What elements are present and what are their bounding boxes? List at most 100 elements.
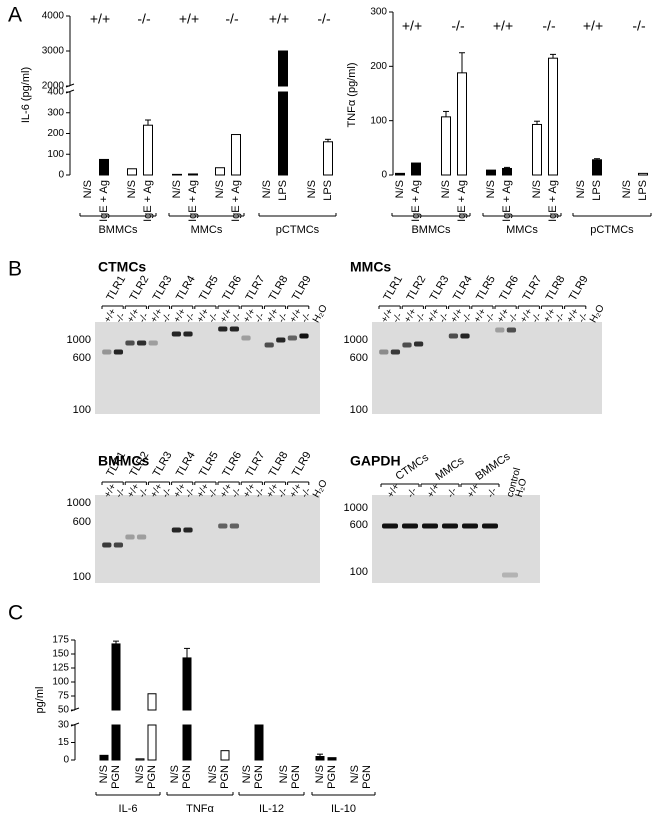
gel-image [372,495,540,583]
x-tick-label: PGN [253,765,265,789]
bar [315,756,325,761]
size-marker: 100 [73,404,91,416]
x-tick-label: IgE + Ag [501,180,513,222]
bar [254,724,264,761]
gel-title: BMMCs [98,453,150,469]
x-tick-label: N/S [440,180,452,198]
gel-band [171,527,182,533]
lane-label: H₂O [588,303,607,325]
gel-title: MMCs [350,259,391,275]
gel-band [422,523,438,529]
x-tick-label: LPS [322,180,334,201]
gel-band [229,326,240,332]
panel-label: A [8,4,22,27]
gel-band [148,340,158,346]
y-tick-label: 200 [47,128,64,139]
x-tick-label: PGN [219,765,231,789]
panel-label: C [8,602,23,625]
gel-band [506,327,517,333]
gel-band [402,523,418,529]
size-marker: 1000 [67,497,91,509]
gel-band [136,340,147,346]
gel-band [125,534,135,540]
x-tick-label: N/S [621,180,633,198]
gel-band [495,327,505,333]
bar [143,124,153,176]
gel-band [448,333,459,339]
size-marker: 1000 [67,334,91,346]
lane-group-label: BMMCs [474,450,513,483]
gel-band [390,349,401,355]
gel-band [218,326,228,332]
group-label: BMMCs [98,224,138,236]
y-tick-label: 100 [47,149,64,160]
y-tick-label: 100 [370,115,387,126]
gel-title: CTMCs [98,259,146,275]
size-marker: 600 [73,352,91,364]
lane-group-label: TLR6 [497,274,521,303]
x-tick-label: IgE + Ag [98,180,110,222]
group-label: BMMCs [411,224,451,236]
x-tick-label: N/S [171,180,183,198]
lane-label: H₂O [514,477,530,498]
gel-title: GAPDH [350,453,401,469]
lane-group-label: TLR2 [128,274,152,303]
genotype-label: +/+ [179,11,199,27]
y-tick-label: 15 [58,737,70,748]
x-tick-label: IgE + Ag [230,180,242,222]
size-marker: 600 [350,519,368,531]
lane-group-label: TLR1 [381,274,405,303]
bar [99,754,109,761]
bar [532,123,542,176]
gel-image [95,495,320,583]
y-tick-label: 30 [58,720,70,731]
bar [457,72,467,176]
genotype-label: +/+ [402,18,422,34]
x-tick-label: IgE + Ag [410,180,422,222]
gel-band [402,342,412,348]
lane-group-label: MMCs [434,454,467,482]
panel-label: B [8,258,22,281]
gel-image [95,322,320,414]
gel-band [102,542,112,548]
x-tick-label: N/S [314,765,326,783]
lane-group-label: TLR8 [267,274,291,303]
gel-band [276,337,286,343]
group-label: MMCs [506,224,538,236]
y-tick-label: 75 [58,691,70,702]
gel-band [241,335,251,341]
x-tick-label: N/S [134,765,146,783]
y-tick-label: 0 [63,755,69,766]
x-tick-label: N/S [485,180,497,198]
bar [215,167,225,176]
gel-band [413,341,424,347]
y-tick-label: 100 [52,677,69,688]
lane-group-label: TLR4 [174,274,198,303]
lane-group-label: TLR7 [244,274,268,303]
gel-band [229,523,240,529]
x-tick-label: N/S [306,180,318,198]
x-tick-label: N/S [98,765,110,783]
lane-group-label: TLR9 [290,274,314,303]
size-marker: 1000 [344,334,368,346]
lane-group-label: TLR8 [544,274,568,303]
size-marker: 600 [350,352,368,364]
y-tick-label: 175 [52,635,69,646]
group-label: IL-6 [119,803,138,815]
bar [323,141,333,176]
genotype-label: -/- [632,18,646,34]
lane-group-label: TLR3 [151,274,175,303]
size-marker: 100 [350,566,368,578]
gel-band [502,572,518,578]
gel-band [218,523,228,529]
lane-group-label: TLR2 [405,274,429,303]
bar [638,172,648,176]
group-label: TNFα [186,803,214,815]
bar [327,757,337,761]
lane-group-label: TLR5 [197,274,221,303]
bar [188,173,198,176]
size-marker: 100 [350,404,368,416]
gel-band [264,342,274,348]
bar [278,91,288,176]
lane-group-label: TLR3 [428,274,452,303]
